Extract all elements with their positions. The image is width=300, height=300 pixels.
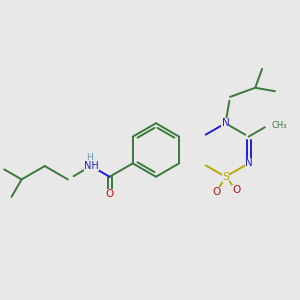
Text: NH: NH [84, 161, 98, 171]
Text: H: H [86, 153, 93, 162]
Text: N: N [245, 158, 253, 168]
Text: O: O [213, 187, 221, 197]
Text: S: S [222, 172, 229, 182]
Text: N: N [222, 118, 229, 128]
Text: O: O [232, 185, 241, 195]
Text: O: O [106, 189, 114, 199]
Text: CH₃: CH₃ [272, 121, 287, 130]
